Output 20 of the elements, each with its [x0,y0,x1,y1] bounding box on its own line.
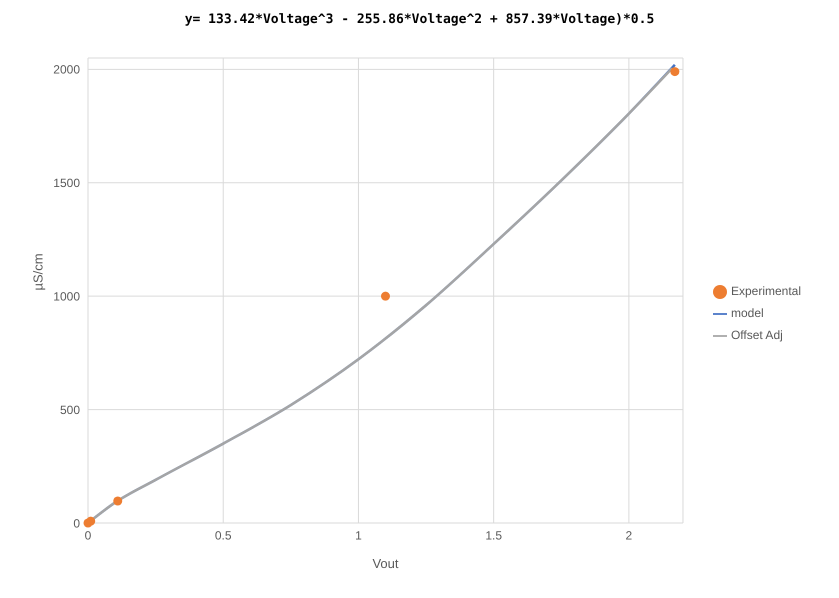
chart-title: y= 133.42*Voltage^3 - 255.86*Voltage^2 + 857.39*Voltage)*0.5 [184,11,656,29]
x-tick-label: 0 [84,528,92,543]
point [670,67,680,76]
point [113,496,122,506]
x-axis-title: Vout [372,556,399,571]
legend-label: Experimental [730,284,801,298]
y-tick-label: 500 [60,402,80,417]
y-tick-label: 0 [73,516,80,530]
x-tick-label: 1 [355,528,362,543]
x-tick-label: 2 [626,528,633,543]
x-tick-label: 1.5 [485,528,502,543]
x-tick-label: 0.5 [214,528,232,543]
point [380,292,390,301]
y-axis-title: µS/cm [30,253,46,290]
y-tick-label: 1000 [53,289,80,304]
y-tick-label: 1500 [53,176,80,190]
point [86,516,96,526]
legend-label: Offset Adj [730,328,783,342]
y-tick-label: 2000 [53,62,80,77]
legend-label: model [730,306,764,320]
